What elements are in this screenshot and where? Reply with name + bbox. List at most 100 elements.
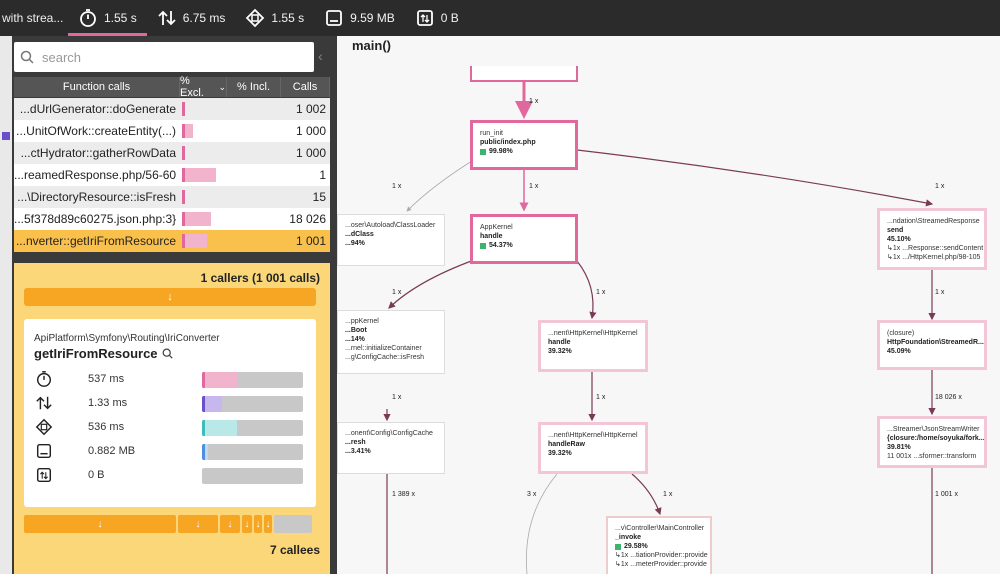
- collapse-chevron-icon[interactable]: ‹: [318, 48, 323, 64]
- marker-icon: [2, 132, 10, 140]
- metric-wall-time[interactable]: 1.55 s: [68, 0, 147, 36]
- graph-node-httpkernel-handleraw[interactable]: ...nent\HttpKernel\HttpKernel handleRaw …: [538, 422, 648, 474]
- table-row[interactable]: ...reamedResponse.php/56-60 1: [14, 164, 330, 186]
- metric-io[interactable]: 6.75 ms: [147, 0, 236, 36]
- function-name-cell: ...UnitOfWork::createEntity(...): [16, 124, 176, 138]
- left-strip: [0, 36, 12, 574]
- graph-node-streamed-response-send[interactable]: ...ndation\StreamedResponse send 45.10% …: [877, 208, 987, 270]
- graph-node-json-stream-writer[interactable]: ...Streamer\JsonStreamWriter {closure:/h…: [877, 416, 987, 468]
- io-arrows-icon: [158, 10, 176, 26]
- function-detail: 1 callers (1 001 calls) ↓ ApiPlatform\Sy…: [14, 263, 330, 574]
- metric-memory[interactable]: 9.59 MB: [314, 0, 405, 36]
- edge-label: 1 x: [529, 98, 539, 105]
- function-namespace: ApiPlatform\Symfony\Routing\IriConverter: [34, 333, 220, 344]
- function-name-cell: ...nverter::getIriFromResource: [15, 234, 176, 248]
- graph-node-classloader[interactable]: ...oser\Autoload\ClassLoader ...dClass .…: [337, 214, 445, 266]
- function-calls-panel: ‹ Function calls % Excl.⌄ % Incl. Calls …: [12, 36, 337, 574]
- metric-value: 0.882 MB: [88, 445, 136, 457]
- table-row[interactable]: ...ctHydrator::gatherRowData 1 000: [14, 142, 330, 164]
- callee-buttons: ↓ ↓ ↓ ↓ ↓ ↓: [24, 515, 316, 533]
- function-name-cell: ...ctHydrator::gatherRowData: [20, 146, 176, 160]
- memory-icon: [326, 10, 342, 26]
- edge-label: 18 026 x: [935, 394, 962, 401]
- graph-node-configcache[interactable]: ...onent\Config\ConfigCache ...resh ...3…: [337, 422, 445, 474]
- edge-label: 1 x: [529, 183, 539, 190]
- excl-bar: [180, 100, 227, 118]
- calls-cell: 18 026: [289, 212, 326, 226]
- metric-network[interactable]: 0 B: [405, 0, 469, 36]
- header-calls[interactable]: Calls: [281, 77, 330, 97]
- calls-cell: 1 001: [295, 234, 326, 248]
- graph-node-appkernel-boot[interactable]: ...ppKernel ...Boot ...14% ...rnel::init…: [337, 310, 445, 374]
- profile-title: with strea...: [2, 11, 64, 25]
- top-bar: with strea... 1.55 s 6.75 ms 1.55 s 9.59…: [0, 0, 1000, 36]
- status-square-icon: [480, 242, 486, 249]
- memory-icon: [34, 441, 54, 461]
- metric-cpu[interactable]: 1.55 s: [235, 0, 314, 36]
- function-name: getIriFromResource: [34, 346, 306, 361]
- edge-label: 1 x: [935, 289, 945, 296]
- table-row[interactable]: ...UnitOfWork::createEntity(...) 1 000: [14, 120, 330, 142]
- call-graph[interactable]: main() run_init public/index.php 99.98% …: [337, 36, 1000, 574]
- callee-button[interactable]: ↓: [254, 515, 262, 533]
- callee-button[interactable]: ↓: [220, 515, 240, 533]
- calls-cell: 15: [312, 190, 326, 204]
- calls-cell: 1 002: [295, 102, 326, 116]
- metric-value: 1.33 ms: [88, 397, 128, 409]
- graph-root-title: main(): [352, 38, 391, 53]
- callee-button[interactable]: ↓: [242, 515, 252, 533]
- function-name-cell: ...\DirectoryResource::isFresh: [17, 190, 176, 204]
- metric-row: 1.33 ms: [34, 393, 306, 413]
- network-icon: [416, 10, 433, 26]
- network-icon: [34, 465, 54, 485]
- header-function-calls[interactable]: Function calls: [14, 77, 180, 97]
- metric-value: 9.59 MB: [350, 11, 395, 25]
- graph-node-appkernel-handle[interactable]: AppKernel handle 54.37%: [470, 214, 578, 264]
- excl-bar: [180, 122, 227, 140]
- function-name-cell: ...dUrlGenerator::doGenerate: [19, 102, 176, 116]
- graph-node-main-controller[interactable]: ...v\Controller\MainController _invoke 2…: [606, 516, 712, 574]
- calls-cell: 1 000: [295, 124, 326, 138]
- edge-label: 1 x: [392, 183, 402, 190]
- edge-label: 1 x: [663, 491, 673, 498]
- metric-value: 537 ms: [88, 373, 125, 385]
- graph-node-run-init[interactable]: run_init public/index.php 99.98%: [470, 120, 578, 170]
- callee-remainder: [274, 515, 312, 533]
- search-box[interactable]: [14, 42, 314, 72]
- metric-value: 0 B: [440, 11, 459, 25]
- search-icon[interactable]: [162, 348, 173, 359]
- metric-value: 0 B: [88, 469, 105, 481]
- graph-node-httpkernel-handle[interactable]: ...nent\HttpKernel\HttpKernel handle 39.…: [538, 320, 648, 372]
- metric-value: 536 ms: [88, 421, 125, 433]
- cpu-icon: [246, 8, 265, 28]
- callee-button[interactable]: ↓: [24, 515, 176, 533]
- callers-count: 1 callers (1 001 calls): [200, 271, 320, 285]
- table-row[interactable]: ...5f378d89c60275.json.php:3} 18 026: [14, 208, 330, 230]
- metric-bar: [202, 444, 303, 460]
- status-square-icon: [615, 543, 621, 550]
- metric-row: 537 ms: [34, 369, 306, 389]
- metric-value: 6.75 ms: [182, 11, 226, 25]
- graph-node-closure-streamed[interactable]: (closure) HttpFoundation\StreamedR... 45…: [877, 320, 987, 370]
- excl-bar: [180, 144, 227, 162]
- excl-bar: [180, 188, 227, 206]
- graph-node-main[interactable]: [470, 66, 578, 82]
- header-excl[interactable]: % Excl. ⌄: [180, 75, 227, 99]
- excl-bar: [180, 232, 227, 250]
- edge-label: 1 x: [392, 394, 402, 401]
- function-table-body: ...dUrlGenerator::doGenerate 1 002...Unit…: [14, 98, 330, 252]
- table-row[interactable]: ...\DirectoryResource::isFresh 15: [14, 186, 330, 208]
- excl-bar: [180, 166, 227, 184]
- callee-button[interactable]: ↓: [178, 515, 218, 533]
- search-input[interactable]: [42, 49, 292, 65]
- metric-row: 536 ms: [34, 417, 306, 437]
- caller-button[interactable]: ↓: [24, 288, 316, 306]
- table-row[interactable]: ...nverter::getIriFromResource 1 001: [14, 230, 330, 252]
- metric-bar: [202, 420, 303, 436]
- table-row[interactable]: ...dUrlGenerator::doGenerate 1 002: [14, 98, 330, 120]
- metric-bar: [202, 468, 303, 484]
- edge-label: 1 x: [596, 394, 606, 401]
- callee-button[interactable]: ↓: [264, 515, 272, 533]
- header-incl[interactable]: % Incl.: [227, 77, 281, 97]
- edge-label: 1 x: [392, 289, 402, 296]
